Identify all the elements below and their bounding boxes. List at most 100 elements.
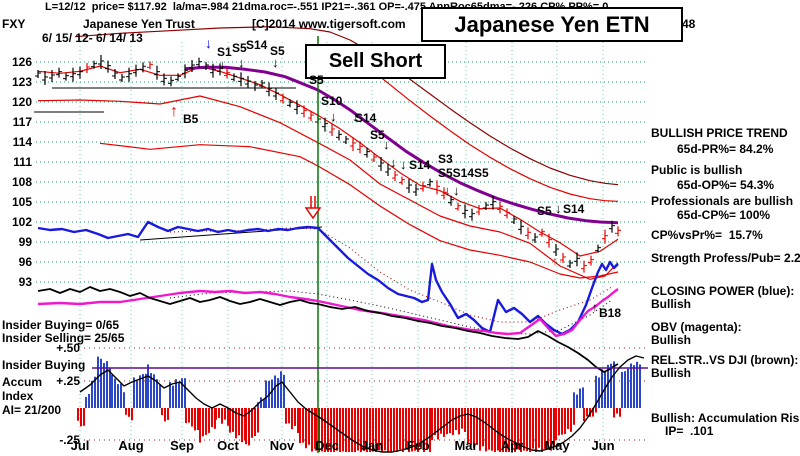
- price-axis-label: 126: [11, 55, 32, 69]
- chart-title-box: Japanese Yen ETN: [421, 7, 683, 42]
- analysis-panel-line: Public is bullish: [651, 163, 743, 177]
- analysis-panel-line: CLOSING POWER (blue):: [651, 284, 795, 298]
- price-axis-label: 120: [11, 95, 32, 109]
- signal-annotation: S14: [563, 202, 585, 216]
- month-axis-label: Sep: [170, 438, 194, 453]
- left-panel-label: Accum: [2, 375, 43, 389]
- ticker-symbol: FXY: [2, 17, 26, 31]
- header-right-number: 48: [682, 17, 696, 31]
- signal-annotation: S5S14S5: [438, 166, 489, 180]
- ai-smoothed-black: [79, 355, 645, 453]
- open-red-down-arrow-head: [304, 207, 322, 220]
- rel-str-black: [37, 286, 619, 373]
- month-axis-label: Jul: [70, 438, 90, 453]
- analysis-panel-line: Professionals are bullish: [651, 194, 794, 208]
- analysis-panel-line: Bullish: Accumulation Rising: [651, 411, 800, 425]
- up-arrow-icon: ↑: [592, 300, 598, 314]
- upper-band-maroon: [74, 26, 619, 186]
- signal-annotation: S5: [232, 41, 247, 55]
- price-axis-label: 105: [11, 195, 32, 209]
- down-arrow-icon: ↓: [352, 109, 359, 124]
- down-arrow-icon: ↓: [390, 155, 397, 170]
- signal-annotation: S14: [246, 38, 268, 52]
- down-arrow-icon: ↓: [219, 57, 226, 72]
- price-axis-label: 96: [18, 255, 32, 269]
- lower-band-red: [37, 95, 619, 280]
- outer-band-red: [99, 142, 619, 279]
- signal-annotation: S5: [370, 128, 385, 142]
- analysis-panel-line: 65d-CP%= 100%: [677, 208, 771, 222]
- sell-short-signal-box: Sell Short: [305, 44, 446, 79]
- up-arrow-icon: ↑: [170, 103, 178, 120]
- signal-annotation: B5: [183, 112, 199, 126]
- analysis-panel-line: Bullish: [651, 366, 692, 380]
- month-axis-label: Dec: [315, 438, 339, 453]
- signal-annotation: S14: [355, 111, 377, 125]
- down-arrow-icon: ↓: [238, 55, 245, 70]
- month-axis-label: Mar: [454, 438, 478, 453]
- month-axis-label: Feb: [406, 438, 430, 453]
- month-axis-label: Oct: [217, 438, 239, 453]
- left-panel-label: Insider Buying= 0/65: [2, 318, 120, 332]
- ma-65d-purple: [184, 65, 619, 225]
- signal-annotation: S5: [270, 44, 285, 58]
- analysis-panel-line: BULLISH PRICE TREND: [651, 126, 788, 140]
- analysis-panel-line: Bullish: [651, 297, 692, 311]
- month-axis-label: Nov: [269, 438, 295, 453]
- price-axis-label: 123: [11, 75, 32, 89]
- analysis-panel-line: 65d-OP%= 54.3%: [677, 178, 775, 192]
- down-arrow-icon: ↓: [205, 35, 212, 51]
- down-arrow-icon: ↓: [444, 183, 451, 198]
- down-arrow-icon: ↓: [555, 201, 562, 216]
- price-axis-label: 93: [18, 275, 32, 289]
- date-range: 6/ 15/ 12- 6/ 14/ 13: [42, 31, 143, 45]
- closing-power-blue: [37, 220, 619, 336]
- signal-annotation: S3: [438, 152, 453, 166]
- down-arrow-icon: ↓: [272, 55, 279, 70]
- fund-name: Japanese Yen Trust: [83, 17, 195, 31]
- price-axis-label: 114: [12, 135, 32, 149]
- signal-annotation: B18: [599, 306, 622, 320]
- cp-ma-dotted-red: [169, 227, 613, 323]
- price-axis-label: 102: [11, 215, 32, 229]
- down-arrow-icon: ↓: [330, 109, 337, 124]
- signal-annotation: S5: [537, 204, 552, 218]
- analysis-panel-line: 65d-PR%= 84.2%: [677, 142, 774, 156]
- signal-annotation: S14: [409, 158, 431, 172]
- analysis-panel-line: CP%vsPr%= 15.7%: [651, 228, 763, 242]
- upper-band-red: [349, 54, 619, 202]
- analysis-panel-line: OBV (magenta):: [651, 320, 742, 334]
- left-panel-label: AI= 21/200: [2, 403, 62, 417]
- obv-ma-dotted-black: [169, 290, 613, 335]
- left-panel-label: Index: [2, 389, 34, 403]
- signal-annotation: S5: [309, 73, 324, 87]
- price-axis-label: 111: [13, 155, 32, 169]
- month-axis-label: Aug: [118, 438, 144, 453]
- copyright-text: [C]2014 www.tigersoft.com: [252, 17, 406, 31]
- down-arrow-icon: ↓: [383, 137, 390, 152]
- signal-annotation: S10: [321, 94, 343, 108]
- signal-annotation: S1: [217, 45, 232, 59]
- up-arrow-icon: ↑: [552, 254, 558, 268]
- month-axis-label: Jun: [591, 438, 615, 453]
- price-axis-label: 99: [18, 235, 32, 249]
- left-panel-label: Insider Buying: [2, 358, 86, 372]
- month-axis-label: Jan: [360, 438, 384, 453]
- analysis-panel-line: Bullish: [651, 333, 692, 347]
- left-panel-label: Insider Selling= 25/65: [2, 331, 125, 345]
- left-panel-label: +.25: [56, 374, 80, 388]
- left-panel-label: -.25: [59, 433, 80, 447]
- month-axis-label: May: [544, 438, 570, 453]
- analysis-panel-line: REL.STR..VS DJI (brown):: [651, 353, 799, 367]
- price-axis-label: 117: [12, 115, 32, 129]
- analysis-panel-line: Strength Profess/Pub= 2.2: [651, 251, 800, 265]
- down-arrow-icon: ↓: [453, 183, 460, 198]
- obv-magenta: [37, 288, 619, 338]
- analysis-panel-line: IP= .101: [665, 424, 714, 438]
- price-axis-label: 108: [11, 175, 32, 189]
- month-axis-label: Apr: [500, 438, 524, 453]
- left-panel-label: +.50: [56, 341, 80, 355]
- down-arrow-icon: ↓: [400, 157, 407, 172]
